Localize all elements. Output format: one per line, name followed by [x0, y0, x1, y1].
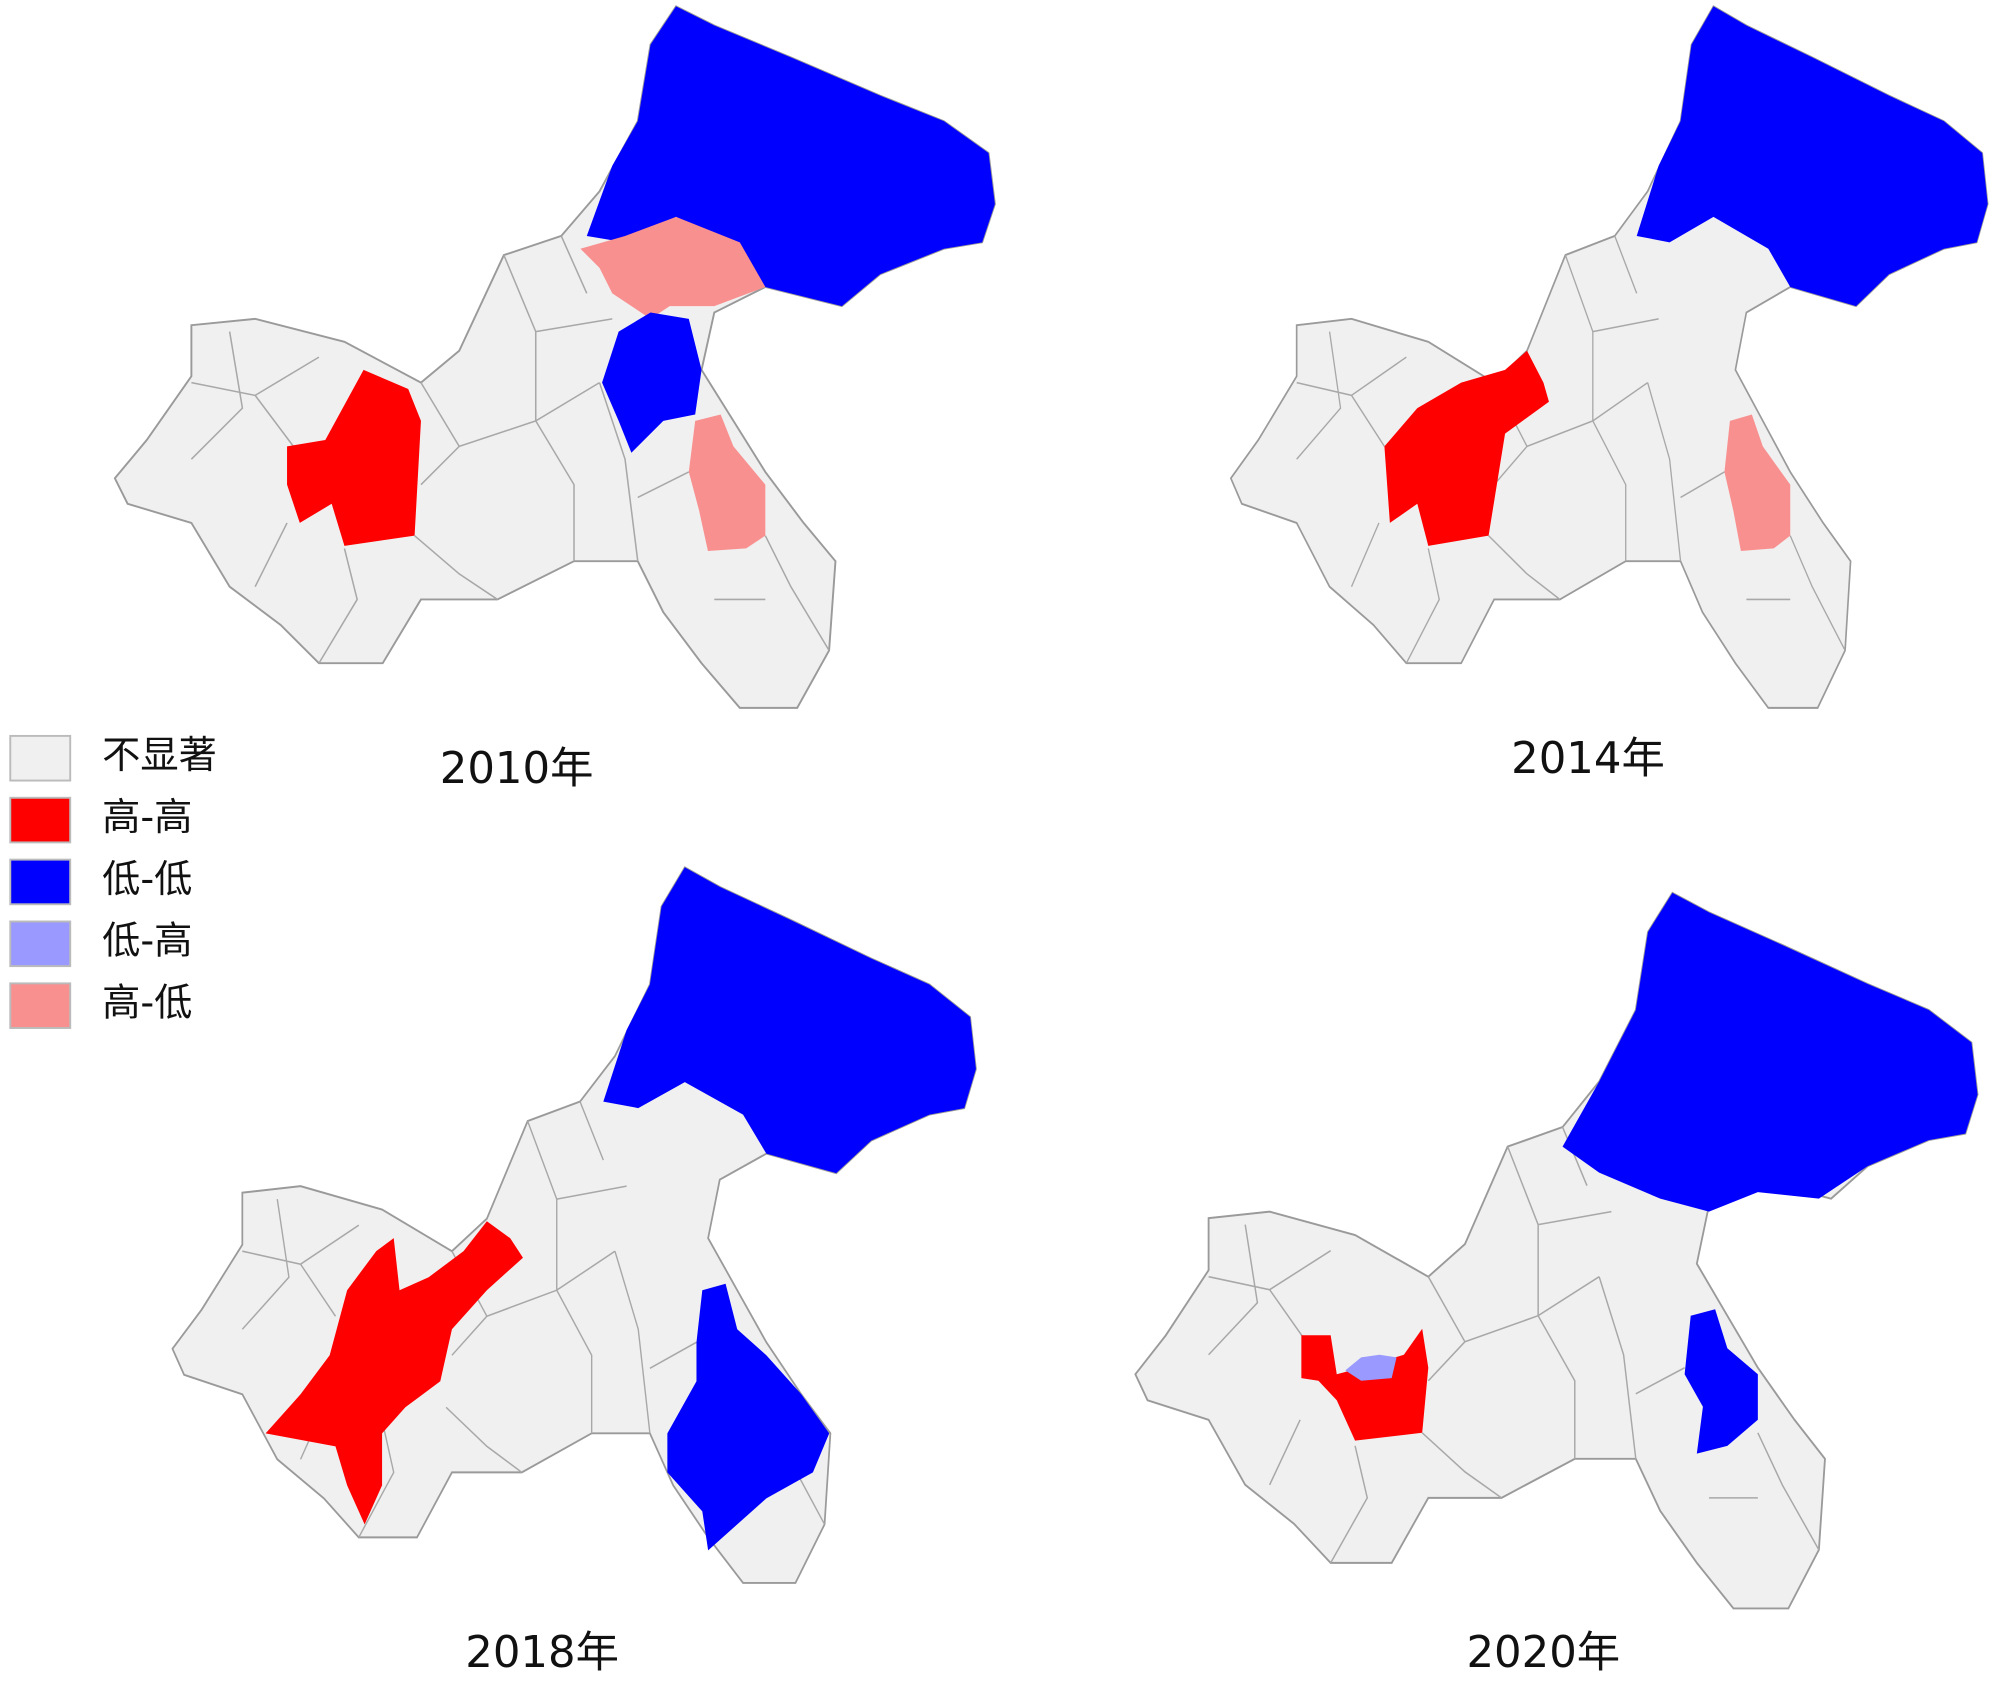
region	[580, 216, 766, 319]
region	[603, 867, 976, 1174]
region	[1636, 6, 1988, 307]
legend-swatch	[9, 796, 72, 844]
map-panel	[171, 866, 977, 1584]
legend-label: 不显著	[102, 733, 217, 778]
legend-label: 高-高	[102, 795, 192, 840]
region	[688, 414, 766, 551]
map-panel	[1229, 5, 1989, 709]
region	[667, 1283, 830, 1551]
legend-swatch	[9, 982, 72, 1029]
region	[1345, 1354, 1397, 1381]
region	[1724, 414, 1791, 551]
region	[265, 1221, 523, 1525]
legend-swatch	[9, 858, 72, 906]
legend-label: 低-高	[102, 919, 192, 964]
panel-title: 2018年	[465, 1628, 619, 1678]
legend-label: 低-低	[102, 857, 192, 902]
map-panel	[1134, 891, 1979, 1610]
region	[602, 312, 702, 453]
map-panel	[113, 5, 996, 709]
region	[1384, 350, 1549, 546]
legend-label: 高-低	[102, 981, 192, 1026]
region	[1301, 1328, 1429, 1441]
region	[287, 369, 421, 546]
legend-swatch	[9, 920, 72, 968]
region	[1684, 1309, 1758, 1454]
panel-title: 2020年	[1466, 1628, 1620, 1678]
legend-swatch	[9, 734, 72, 782]
region	[1562, 892, 1978, 1212]
region	[586, 6, 995, 307]
panel-title: 2014年	[1511, 734, 1665, 784]
panel-title: 2010年	[440, 744, 594, 794]
